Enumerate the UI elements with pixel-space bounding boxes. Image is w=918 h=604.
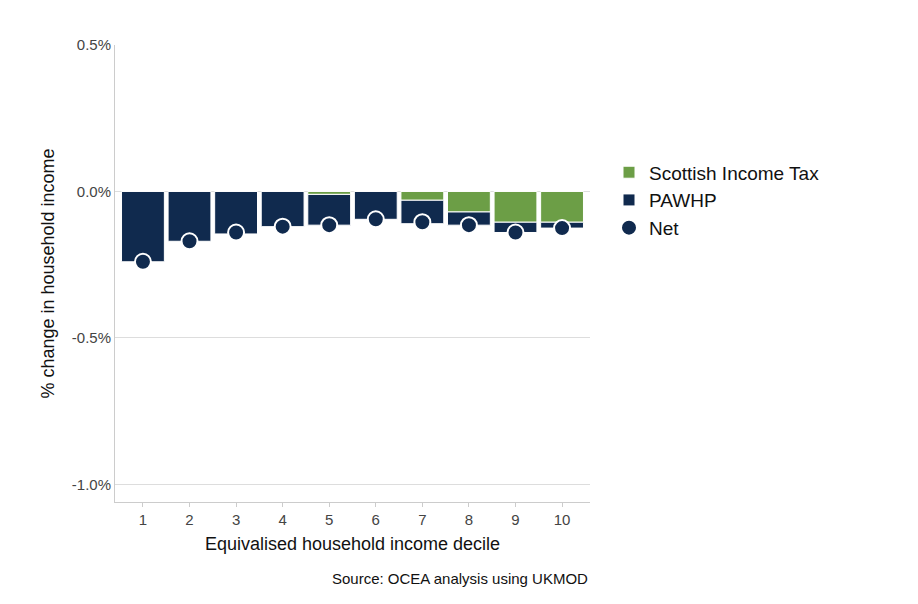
svg-text:6: 6 bbox=[372, 511, 380, 528]
svg-text:1: 1 bbox=[139, 511, 147, 528]
svg-text:2: 2 bbox=[185, 511, 193, 528]
svg-text:5: 5 bbox=[325, 511, 333, 528]
svg-text:-1.0%: -1.0% bbox=[72, 476, 111, 493]
svg-text:Source: OCEA analysis using UK: Source: OCEA analysis using UKMOD bbox=[332, 570, 588, 587]
svg-text:8: 8 bbox=[465, 511, 473, 528]
svg-text:Equivalised household income d: Equivalised household income decile bbox=[205, 534, 500, 554]
svg-text:-0.5%: -0.5% bbox=[72, 329, 111, 346]
svg-text:Scottish Income Tax: Scottish Income Tax bbox=[649, 163, 819, 184]
svg-text:3: 3 bbox=[232, 511, 240, 528]
svg-text:0.0%: 0.0% bbox=[77, 183, 111, 200]
svg-text:7: 7 bbox=[418, 511, 426, 528]
svg-text:10: 10 bbox=[554, 511, 571, 528]
svg-text:PAWHP: PAWHP bbox=[649, 190, 717, 211]
svg-text:9: 9 bbox=[511, 511, 519, 528]
svg-text:0.5%: 0.5% bbox=[77, 36, 111, 53]
svg-text:% change in household income: % change in household income bbox=[38, 148, 58, 398]
svg-text:Net: Net bbox=[649, 218, 679, 239]
svg-text:4: 4 bbox=[278, 511, 286, 528]
